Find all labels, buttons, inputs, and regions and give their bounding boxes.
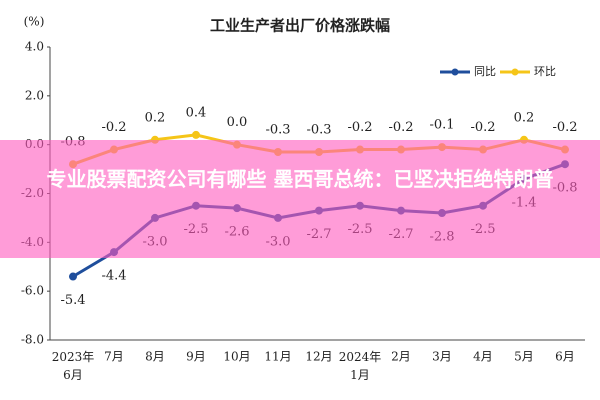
x-tick-label: 8月 [145, 350, 165, 364]
data-label: -0.2 [552, 120, 577, 135]
y-tick-label: 2.0 [25, 88, 44, 102]
legend-label: 同比 [474, 65, 496, 78]
data-label: -5.4 [60, 293, 85, 308]
x-tick-label: 10月 [223, 350, 250, 364]
data-label: 0.2 [145, 110, 166, 125]
data-label: -0.2 [470, 120, 495, 135]
data-label: -0.2 [388, 120, 413, 135]
x-tick-label: 3月 [432, 350, 452, 364]
data-label: -4.4 [101, 269, 126, 284]
x-tick-label: 2023年 6月 [52, 350, 95, 382]
point [192, 130, 200, 139]
y-tick-label: -8.0 [21, 333, 44, 347]
banner: 专业股票配资公司有哪些 墨西哥总统：已坚决拒绝特朗普 [0, 140, 600, 258]
data-label: -0.2 [101, 120, 126, 135]
x-tick-label: 2024年 1月 [339, 350, 382, 382]
data-label: -0.3 [265, 122, 290, 137]
legend-marker [511, 68, 519, 76]
y-axis-label: (%) [24, 15, 45, 29]
y-tick-label: 4.0 [25, 40, 44, 54]
data-label: 0.0 [227, 115, 248, 130]
legend-marker [451, 68, 459, 76]
x-tick-label: 9月 [186, 350, 206, 364]
data-label: -0.1 [429, 118, 454, 133]
chart-title: 工业生产者出厂价格涨跌幅 [210, 17, 390, 35]
legend-label: 环比 [534, 65, 556, 78]
x-tick-label: 12月 [305, 350, 332, 364]
y-tick-label: -6.0 [21, 284, 44, 298]
x-tick-label: 4月 [473, 350, 493, 364]
data-label: -0.3 [306, 122, 331, 137]
x-tick-label: 2月 [391, 350, 411, 364]
x-tick-label: 6月 [555, 350, 575, 364]
point [69, 272, 77, 281]
data-label: 0.4 [186, 105, 207, 120]
data-label: 0.2 [514, 110, 535, 125]
data-label: -0.2 [347, 120, 372, 135]
x-tick-label: 5月 [514, 350, 534, 364]
x-tick-label: 7月 [104, 350, 124, 364]
x-tick-label: 11月 [264, 350, 291, 364]
